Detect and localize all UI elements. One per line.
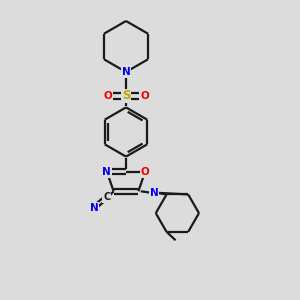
- Text: N: N: [122, 67, 130, 77]
- Text: O: O: [141, 167, 149, 177]
- Text: N: N: [103, 167, 111, 177]
- Text: S: S: [122, 89, 130, 103]
- Text: O: O: [140, 91, 149, 101]
- Text: N: N: [90, 202, 98, 213]
- Text: N: N: [150, 188, 158, 198]
- Text: C: C: [103, 192, 110, 202]
- Text: O: O: [103, 91, 112, 101]
